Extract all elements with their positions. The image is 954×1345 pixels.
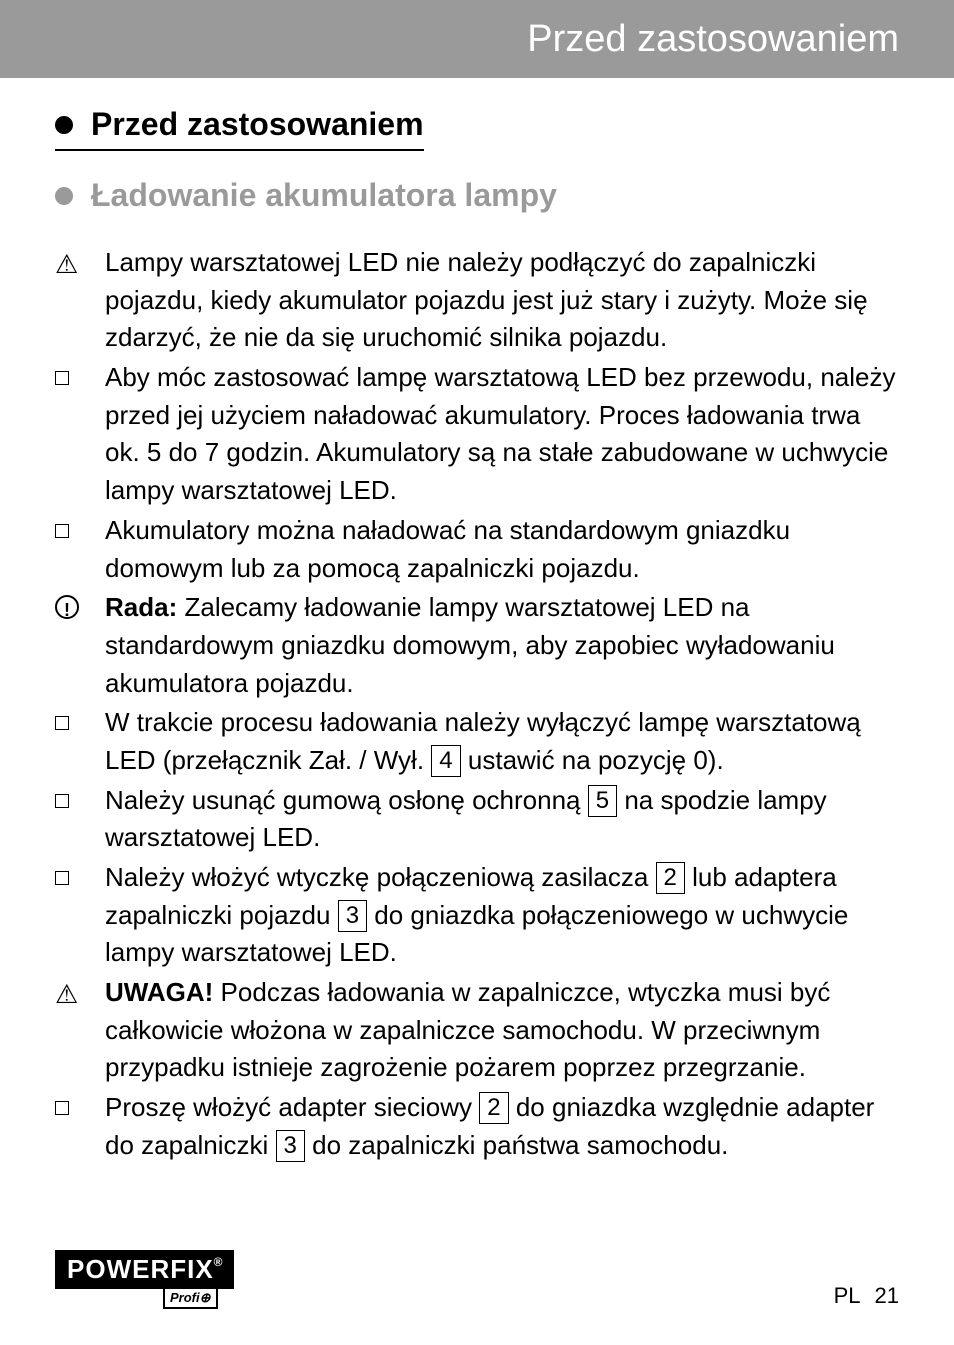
checkbox-icon [55,704,105,779]
registered-icon: ® [214,1255,224,1269]
item-rest: Podczas ładowania w zapalniczce, wtyczka… [105,977,830,1082]
list-item: W trakcie procesu ładowania należy wyłąc… [55,704,899,779]
list-item: Należy włożyć wtyczkę połączeniową zasil… [55,859,899,972]
item-text: UWAGA! Podczas ładowania w zapalniczce, … [105,974,899,1087]
warning-icon [55,974,105,1087]
ref-number: 4 [431,745,460,777]
ref-number: 5 [588,785,617,817]
heading-1-text: Przed zastosowaniem [91,106,424,143]
header-title: Przed zastosowaniem [527,18,899,61]
checkbox-icon [55,1089,105,1164]
checkbox-icon [55,782,105,857]
list-item: Proszę włożyć adapter sieciowy 2 do gnia… [55,1089,899,1164]
item-text: Proszę włożyć adapter sieciowy 2 do gnia… [105,1089,899,1164]
bullet-icon [55,116,73,134]
ref-number: 3 [276,1130,305,1162]
ref-number: 2 [656,862,685,894]
checkbox-icon [55,859,105,972]
list-item: Aby móc zastosować lampę warsztatową LED… [55,359,899,510]
page-header: Przed zastosowaniem [0,0,954,78]
checkbox-icon [55,512,105,587]
page-lang: PL [834,1283,861,1308]
text-part: Należy włożyć wtyczkę połączeniową zasil… [105,862,656,892]
warning-icon [55,244,105,357]
item-text: Akumulatory można naładować na standardo… [105,512,899,587]
item-rest: Zalecamy ładowanie lampy warsztatowej LE… [105,592,835,697]
checkbox-icon [55,359,105,510]
bullet-icon [55,187,73,205]
page-no: 21 [875,1283,899,1308]
item-label: UWAGA! [105,977,213,1007]
text-part: do zapalniczki państwa samochodu. [305,1130,728,1160]
item-label: Rada: [105,592,177,622]
list-item: Należy usunąć gumową osłonę ochronną 5 n… [55,782,899,857]
item-text: Aby móc zastosować lampę warsztatową LED… [105,359,899,510]
content-area: Przed zastosowaniem Ładowanie akumulator… [0,78,954,1165]
page-footer: POWERFIX® Profi⊕ PL 21 [55,1250,899,1309]
logo-sub: Profi⊕ [163,1287,218,1309]
text-part: Proszę włożyć adapter sieciowy [105,1092,479,1122]
list-item: Akumulatory można naładować na standardo… [55,512,899,587]
ref-number: 3 [338,900,367,932]
heading-1: Przed zastosowaniem [55,106,424,151]
body-list: Lampy warsztatowej LED nie należy podłąc… [55,244,899,1165]
info-icon [55,589,105,702]
item-text: Należy usunąć gumową osłonę ochronną 5 n… [105,782,899,857]
text-part: Należy usunąć gumową osłonę ochronną [105,785,588,815]
logo-text: POWERFIX [67,1254,214,1284]
page-number: PL 21 [834,1283,899,1309]
item-text: Rada: Zalecamy ładowanie lampy warsztato… [105,589,899,702]
list-item: UWAGA! Podczas ładowania w zapalniczce, … [55,974,899,1087]
brand-logo: POWERFIX® Profi⊕ [55,1250,234,1309]
item-text: Lampy warsztatowej LED nie należy podłąc… [105,244,899,357]
list-item: Lampy warsztatowej LED nie należy podłąc… [55,244,899,357]
item-text: Należy włożyć wtyczkę połączeniową zasil… [105,859,899,972]
heading-2: Ładowanie akumulatora lampy [55,177,899,214]
item-text: W trakcie procesu ładowania należy wyłąc… [105,704,899,779]
heading-2-text: Ładowanie akumulatora lampy [91,177,557,214]
text-part: ustawić na pozycję 0). [461,745,724,775]
logo-main: POWERFIX® [55,1250,234,1289]
ref-number: 2 [479,1092,508,1124]
list-item: Rada: Zalecamy ładowanie lampy warsztato… [55,589,899,702]
